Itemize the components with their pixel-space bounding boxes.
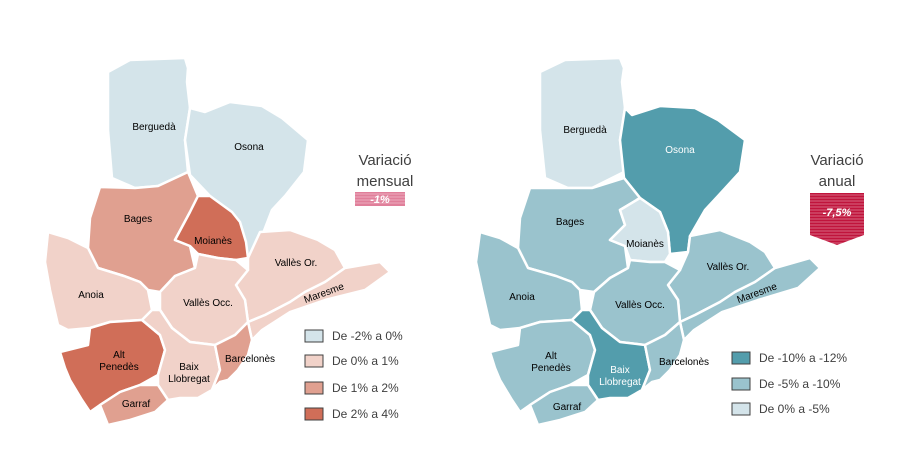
- monthly-legend: De -2% a 0% De 0% a 1% De 1% a 2% De 2% …: [304, 329, 403, 421]
- monthly-title-line1: Variació: [358, 152, 411, 169]
- annual-badge-fill: [810, 193, 864, 245]
- region-baix-llobregat: [140, 308, 222, 402]
- label-bages: Bages: [556, 217, 584, 228]
- region-maresme: [246, 260, 392, 342]
- legend-label: De -5% a -10%: [759, 377, 841, 391]
- region-baix-llobregat: [570, 308, 652, 402]
- legend-swatch: [304, 354, 324, 368]
- label-moianes: Moianès: [194, 236, 232, 247]
- region-barcelones: [210, 320, 254, 392]
- label-barcelones: Barcelonès: [659, 357, 709, 368]
- region-maresme: [678, 256, 822, 342]
- label-barcelones: Barcelonès: [225, 354, 275, 365]
- label-garraf: Garraf: [553, 402, 582, 413]
- label-valles-or: Vallès Or.: [275, 258, 318, 269]
- annual-badge-value: -7,5%: [823, 207, 852, 219]
- label-garraf: Garraf: [122, 399, 151, 410]
- legend-label: De -10% a -12%: [759, 351, 847, 365]
- annual-legend: De -10% a -12% De -5% a -10% De 0% a -5%: [731, 351, 847, 416]
- label-valles-occ: Vallès Occ.: [183, 298, 233, 309]
- label-osona: Osona: [665, 145, 695, 156]
- label-valles-or: Vallès Or.: [707, 262, 750, 273]
- monthly-title-line2: mensual: [357, 173, 414, 190]
- label-anoia: Anoia: [509, 292, 535, 303]
- monthly-badge-value: -1%: [370, 194, 390, 206]
- region-garraf: [528, 383, 600, 427]
- label-bergueda: Berguedà: [132, 122, 176, 133]
- annual-badge: -7,5%: [810, 193, 864, 245]
- label-alt-penedes-1: Alt: [113, 350, 125, 361]
- region-garraf: [98, 383, 170, 427]
- label-valles-occ: Vallès Occ.: [615, 300, 665, 311]
- legend-label: De 0% a 1%: [332, 354, 399, 368]
- legend-swatch: [304, 381, 324, 395]
- legend-swatch: [731, 402, 751, 416]
- legend-label: De 1% a 2%: [332, 381, 399, 395]
- annual-title-line1: Variació: [810, 152, 863, 169]
- label-bergueda: Berguedà: [563, 125, 607, 136]
- legend-swatch: [304, 407, 324, 421]
- annual-title-line2: anual: [819, 173, 856, 190]
- region-barcelones: [640, 320, 686, 392]
- label-baix-llobregat-1: Baix: [179, 362, 198, 373]
- label-alt-penedes-1: Alt: [545, 351, 557, 362]
- label-baix-llobregat-2: Llobregat: [168, 374, 210, 385]
- map-monthly-variation: Berguedà Osona Bages Moianès Vallès Or. …: [43, 56, 414, 427]
- legend-swatch: [731, 351, 751, 365]
- label-baix-llobregat-2: Llobregat: [599, 377, 641, 388]
- legend-swatch: [304, 329, 324, 343]
- label-anoia: Anoia: [78, 290, 104, 301]
- legend-label: De 2% a 4%: [332, 407, 399, 421]
- label-moianes: Moianès: [626, 239, 664, 250]
- label-baix-llobregat-1: Baix: [610, 365, 629, 376]
- legend-label: De 0% a -5%: [759, 402, 830, 416]
- legend-label: De -2% a 0%: [332, 329, 403, 343]
- monthly-badge-stripes: [355, 193, 405, 204]
- label-alt-penedes-2: Penedès: [531, 363, 570, 374]
- map-annual-variation: Berguedà Osona Bages Moianès Vallès Or. …: [474, 56, 864, 427]
- region-bergueda: [538, 56, 627, 190]
- legend-swatch: [731, 377, 751, 391]
- monthly-badge-fill: [355, 192, 405, 206]
- monthly-badge: -1%: [355, 192, 405, 206]
- label-osona: Osona: [234, 142, 264, 153]
- label-bages: Bages: [124, 214, 152, 225]
- label-alt-penedes-2: Penedès: [99, 362, 138, 373]
